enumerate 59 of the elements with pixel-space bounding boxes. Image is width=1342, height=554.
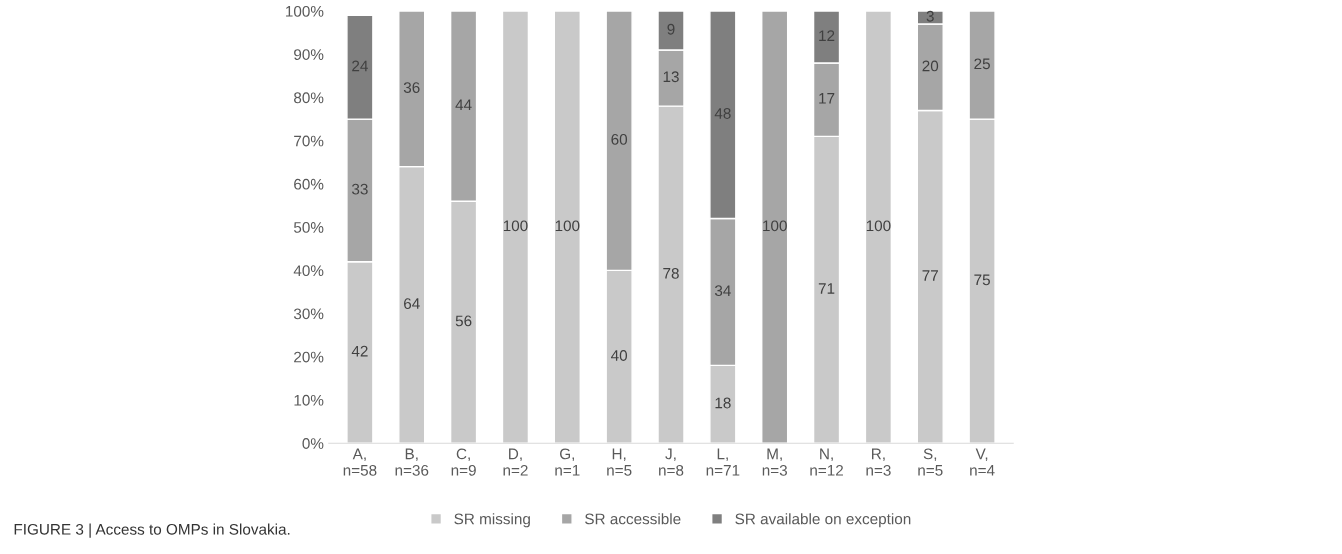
data-label: 18 (715, 397, 731, 409)
y-tick-label: 70% (294, 135, 324, 147)
data-label: 78 (663, 267, 679, 279)
y-tick-label: 0% (302, 438, 324, 449)
y-tick-label: 30% (293, 308, 324, 320)
x-tick-label: B, n=36 (395, 448, 429, 476)
data-label: 3 (926, 10, 934, 22)
x-tick-label: C, n=9 (451, 448, 476, 476)
data-label: 40 (611, 350, 628, 361)
data-label: 48 (714, 108, 731, 119)
x-tick-label: V, n=4 (970, 448, 995, 476)
y-tick-label: 100% (286, 5, 324, 17)
legend-label: SR accessible (585, 513, 681, 525)
data-label: 60 (611, 134, 628, 145)
data-label: 64 (404, 298, 420, 310)
bar (761, 11, 789, 444)
y-tick-label: 90% (294, 49, 324, 60)
data-label: 17 (819, 93, 835, 104)
y-tick-label: 50% (293, 222, 324, 233)
data-label: 100 (503, 220, 528, 232)
data-label: 36 (403, 82, 420, 93)
data-label: 75 (974, 274, 990, 286)
data-label: 100 (555, 220, 580, 232)
data-label: 25 (974, 58, 990, 70)
data-label: 100 (866, 220, 891, 232)
y-tick-label: 60% (294, 178, 324, 190)
data-label: 34 (714, 285, 731, 297)
data-label: 100 (763, 220, 787, 232)
x-tick-label: A, n=58 (343, 448, 377, 476)
x-tick-label: G, n=1 (555, 448, 580, 476)
y-tick-label: 40% (293, 265, 324, 277)
data-label: 13 (663, 71, 679, 83)
data-label: 20 (922, 60, 939, 72)
bar (553, 11, 581, 444)
legend-label: SR available on exception (735, 513, 911, 528)
data-label: 42 (351, 345, 368, 357)
data-label: 24 (352, 60, 368, 72)
x-tick-label: L, n=71 (706, 448, 740, 476)
data-label: 33 (351, 183, 368, 195)
x-tick-label: D, n=2 (503, 448, 528, 476)
data-label: 77 (922, 270, 938, 281)
data-label: 12 (819, 30, 835, 41)
x-tick-label: M, n=3 (762, 448, 787, 476)
data-label: 44 (455, 99, 472, 111)
x-tick-label: H, n=5 (607, 448, 632, 476)
data-label: 56 (455, 315, 472, 327)
data-label: 9 (667, 23, 675, 35)
bar (864, 11, 893, 444)
y-tick-label: 80% (294, 92, 324, 104)
bar (501, 11, 530, 444)
y-tick-label: 10% (294, 394, 324, 406)
y-tick-label: 20% (294, 351, 324, 363)
x-tick-label: R, n=3 (866, 448, 891, 476)
x-tick-label: J, n=8 (659, 448, 684, 476)
x-tick-label: S, n=5 (918, 448, 943, 476)
legend-label: SR missing (454, 513, 530, 528)
x-tick-label: N, n=12 (810, 448, 843, 476)
data-label: 71 (818, 283, 835, 294)
caption: FIGURE 3 | Access to OMPs in Slovakia. (14, 523, 290, 538)
